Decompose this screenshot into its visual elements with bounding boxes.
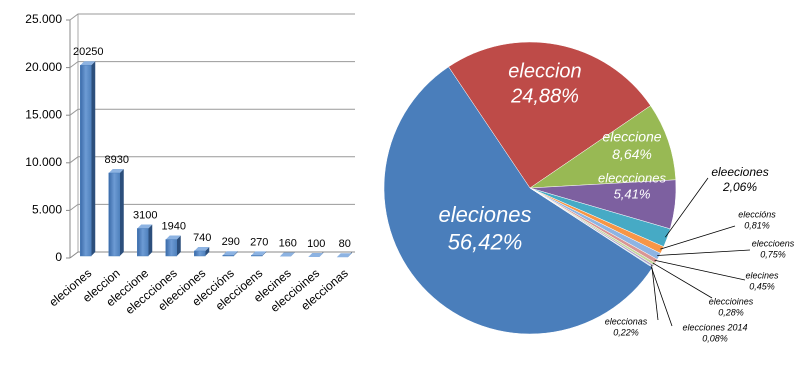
data-label: 1940 <box>162 220 186 232</box>
data-label: 270 <box>250 236 268 248</box>
slice-label: eleccioines <box>709 296 754 306</box>
bar <box>137 228 149 257</box>
bar-side <box>233 251 238 256</box>
bar-top <box>108 168 124 173</box>
bar-top <box>80 61 96 66</box>
pie-slice <box>383 66 653 335</box>
slice-value-label: 2,06% <box>722 180 757 194</box>
data-label: 80 <box>339 238 351 250</box>
bar-top <box>194 246 210 251</box>
slice-label: eleccion <box>508 60 581 82</box>
slice-value-label: 0,45% <box>749 282 775 292</box>
slice-value-label: 0,28% <box>718 308 744 318</box>
slice-value-label: 24,88% <box>510 85 579 107</box>
slice-label: elecines <box>745 270 779 280</box>
bar-side <box>119 168 124 256</box>
slice-value-label: 5,41% <box>614 187 651 202</box>
data-label: 290 <box>222 236 240 248</box>
leader-line <box>651 264 659 321</box>
pie-slice <box>529 187 654 268</box>
leader-line <box>652 262 713 299</box>
grid-line <box>69 13 355 21</box>
bar <box>165 239 177 257</box>
leader-line <box>665 177 709 238</box>
slice-value-label: 0,08% <box>702 334 728 344</box>
bar-side <box>205 246 210 256</box>
data-label: 100 <box>307 238 325 250</box>
leader-line <box>660 225 736 250</box>
bar <box>222 254 234 257</box>
y-tick-label: 10.000 <box>25 155 62 169</box>
bar-side <box>148 224 153 256</box>
pie-slice <box>448 41 651 189</box>
slice-label: eleccionas <box>605 316 648 326</box>
slice-label: eleccioens <box>752 238 795 248</box>
grid-line <box>69 61 355 68</box>
data-label: 20250 <box>73 46 104 58</box>
bar <box>80 64 92 257</box>
slice-value-label: 56,42% <box>448 229 523 254</box>
slice-label: eleccciones <box>598 170 666 185</box>
slice-label: eleccione <box>602 129 661 145</box>
y-tick-label: 20.000 <box>25 60 62 74</box>
y-tick-label: 15.000 <box>25 107 62 121</box>
bar-top <box>165 235 181 240</box>
slice-value-label: 0,75% <box>760 250 786 260</box>
bar <box>251 255 263 257</box>
bar-top <box>279 252 295 257</box>
y-tick-label: 0 <box>55 250 62 264</box>
bar <box>108 172 120 257</box>
y-tick-label: 25.000 <box>25 12 62 26</box>
leader-line <box>657 249 751 256</box>
bar <box>194 250 206 257</box>
slice-value-label: 8,64% <box>612 146 652 162</box>
slice-label: elecciones 2014 <box>682 322 747 332</box>
bar-top <box>251 251 267 256</box>
grid-line <box>69 203 355 211</box>
slice-label: eleccións <box>738 209 776 219</box>
bar-side <box>176 235 181 256</box>
bar-top <box>336 253 352 258</box>
leader-line <box>654 259 746 281</box>
leader-line <box>650 265 673 327</box>
bar-top <box>222 251 238 256</box>
bar-side <box>262 251 267 256</box>
data-label: 160 <box>279 237 297 249</box>
grid-line <box>69 108 355 116</box>
bar-top <box>308 253 324 258</box>
data-label: 8930 <box>105 154 129 166</box>
slice-label: eleeciones <box>711 165 768 179</box>
data-label: 740 <box>193 232 211 244</box>
y-tick-label: 5.000 <box>32 203 62 217</box>
slice-label: eleciones <box>439 202 532 227</box>
grid-line <box>69 156 355 164</box>
bar-side <box>91 61 96 256</box>
data-label: 3100 <box>133 209 157 221</box>
slice-value-label: 0,22% <box>613 328 639 338</box>
slice-value-label: 0,81% <box>744 221 770 231</box>
bar-top <box>137 224 153 229</box>
